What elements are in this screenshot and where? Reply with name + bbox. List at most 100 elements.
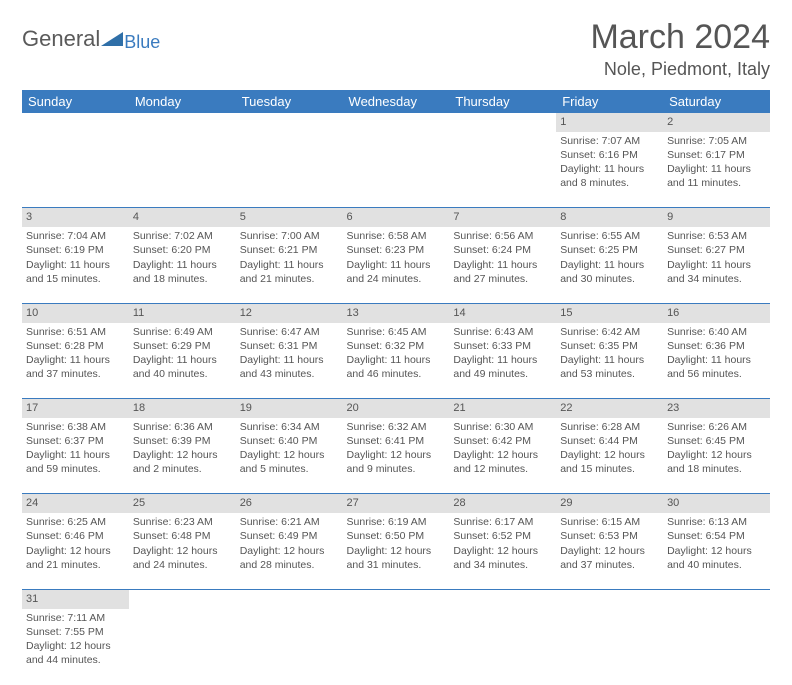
page-title: March 2024	[590, 18, 770, 57]
day-number	[236, 589, 343, 608]
daynum-row: 3456789	[22, 208, 770, 227]
header: General Blue March 2024 Nole, Piedmont, …	[22, 18, 770, 80]
day-number: 9	[663, 208, 770, 227]
sunset-text: Sunset: 6:21 PM	[240, 243, 339, 257]
sunrise-text: Sunrise: 6:56 AM	[453, 229, 552, 243]
daylight-text: Daylight: 11 hours and 37 minutes.	[26, 353, 125, 381]
daylight-text: Daylight: 11 hours and 8 minutes.	[560, 162, 659, 190]
day-cell: Sunrise: 6:40 AMSunset: 6:36 PMDaylight:…	[663, 323, 770, 399]
sunset-text: Sunset: 6:45 PM	[667, 434, 766, 448]
sunset-text: Sunset: 6:53 PM	[560, 529, 659, 543]
sunrise-text: Sunrise: 6:38 AM	[26, 420, 125, 434]
day-cell: Sunrise: 6:23 AMSunset: 6:48 PMDaylight:…	[129, 513, 236, 589]
day-cell	[236, 609, 343, 685]
content-row: Sunrise: 7:11 AMSunset: 7:55 PMDaylight:…	[22, 609, 770, 685]
daynum-row: 31	[22, 589, 770, 608]
daylight-text: Daylight: 11 hours and 40 minutes.	[133, 353, 232, 381]
sunrise-text: Sunrise: 7:05 AM	[667, 134, 766, 148]
day-cell	[22, 132, 129, 208]
daylight-text: Daylight: 11 hours and 21 minutes.	[240, 258, 339, 286]
day-number: 15	[556, 303, 663, 322]
weekday-header: Tuesday	[236, 90, 343, 113]
day-cell	[129, 609, 236, 685]
day-cell: Sunrise: 6:53 AMSunset: 6:27 PMDaylight:…	[663, 227, 770, 303]
sunrise-text: Sunrise: 6:53 AM	[667, 229, 766, 243]
day-cell: Sunrise: 6:34 AMSunset: 6:40 PMDaylight:…	[236, 418, 343, 494]
sunset-text: Sunset: 6:28 PM	[26, 339, 125, 353]
day-cell: Sunrise: 7:11 AMSunset: 7:55 PMDaylight:…	[22, 609, 129, 685]
day-number: 8	[556, 208, 663, 227]
day-number: 4	[129, 208, 236, 227]
day-cell	[343, 609, 450, 685]
day-cell: Sunrise: 6:17 AMSunset: 6:52 PMDaylight:…	[449, 513, 556, 589]
logo: General Blue	[22, 26, 160, 52]
day-number: 23	[663, 399, 770, 418]
day-cell: Sunrise: 6:49 AMSunset: 6:29 PMDaylight:…	[129, 323, 236, 399]
day-cell: Sunrise: 7:04 AMSunset: 6:19 PMDaylight:…	[22, 227, 129, 303]
day-number: 3	[22, 208, 129, 227]
day-number: 12	[236, 303, 343, 322]
sunset-text: Sunset: 6:20 PM	[133, 243, 232, 257]
day-cell: Sunrise: 7:07 AMSunset: 6:16 PMDaylight:…	[556, 132, 663, 208]
day-cell	[129, 132, 236, 208]
day-cell: Sunrise: 6:19 AMSunset: 6:50 PMDaylight:…	[343, 513, 450, 589]
daylight-text: Daylight: 11 hours and 49 minutes.	[453, 353, 552, 381]
sunset-text: Sunset: 6:16 PM	[560, 148, 659, 162]
sunrise-text: Sunrise: 7:07 AM	[560, 134, 659, 148]
day-cell: Sunrise: 7:05 AMSunset: 6:17 PMDaylight:…	[663, 132, 770, 208]
sunset-text: Sunset: 6:41 PM	[347, 434, 446, 448]
weekday-header-row: Sunday Monday Tuesday Wednesday Thursday…	[22, 90, 770, 113]
title-block: March 2024 Nole, Piedmont, Italy	[590, 18, 770, 80]
sunrise-text: Sunrise: 7:00 AM	[240, 229, 339, 243]
daylight-text: Daylight: 11 hours and 43 minutes.	[240, 353, 339, 381]
sunrise-text: Sunrise: 6:25 AM	[26, 515, 125, 529]
daylight-text: Daylight: 12 hours and 24 minutes.	[133, 544, 232, 572]
day-number: 13	[343, 303, 450, 322]
daylight-text: Daylight: 12 hours and 28 minutes.	[240, 544, 339, 572]
weekday-header: Thursday	[449, 90, 556, 113]
daylight-text: Daylight: 12 hours and 9 minutes.	[347, 448, 446, 476]
sunset-text: Sunset: 6:25 PM	[560, 243, 659, 257]
daylight-text: Daylight: 12 hours and 37 minutes.	[560, 544, 659, 572]
day-number: 19	[236, 399, 343, 418]
content-row: Sunrise: 6:38 AMSunset: 6:37 PMDaylight:…	[22, 418, 770, 494]
day-number: 16	[663, 303, 770, 322]
sunrise-text: Sunrise: 6:42 AM	[560, 325, 659, 339]
day-number: 6	[343, 208, 450, 227]
sunset-text: Sunset: 6:54 PM	[667, 529, 766, 543]
daylight-text: Daylight: 12 hours and 31 minutes.	[347, 544, 446, 572]
day-number: 5	[236, 208, 343, 227]
logo-triangle-icon	[101, 30, 123, 46]
sunrise-text: Sunrise: 6:40 AM	[667, 325, 766, 339]
daylight-text: Daylight: 12 hours and 40 minutes.	[667, 544, 766, 572]
day-number: 28	[449, 494, 556, 513]
day-number: 18	[129, 399, 236, 418]
daylight-text: Daylight: 11 hours and 27 minutes.	[453, 258, 552, 286]
day-number: 25	[129, 494, 236, 513]
logo-text-2: Blue	[124, 32, 160, 53]
sunset-text: Sunset: 6:33 PM	[453, 339, 552, 353]
daylight-text: Daylight: 12 hours and 44 minutes.	[26, 639, 125, 667]
day-cell	[449, 132, 556, 208]
weekday-header: Saturday	[663, 90, 770, 113]
day-cell: Sunrise: 6:42 AMSunset: 6:35 PMDaylight:…	[556, 323, 663, 399]
day-cell: Sunrise: 6:38 AMSunset: 6:37 PMDaylight:…	[22, 418, 129, 494]
sunrise-text: Sunrise: 6:17 AM	[453, 515, 552, 529]
sunrise-text: Sunrise: 6:51 AM	[26, 325, 125, 339]
day-number: 30	[663, 494, 770, 513]
sunrise-text: Sunrise: 6:58 AM	[347, 229, 446, 243]
sunset-text: Sunset: 6:23 PM	[347, 243, 446, 257]
day-cell: Sunrise: 6:15 AMSunset: 6:53 PMDaylight:…	[556, 513, 663, 589]
day-number: 11	[129, 303, 236, 322]
day-number	[556, 589, 663, 608]
sunset-text: Sunset: 6:17 PM	[667, 148, 766, 162]
daylight-text: Daylight: 12 hours and 21 minutes.	[26, 544, 125, 572]
sunset-text: Sunset: 6:46 PM	[26, 529, 125, 543]
day-number	[343, 113, 450, 132]
day-number: 2	[663, 113, 770, 132]
day-number: 29	[556, 494, 663, 513]
content-row: Sunrise: 6:25 AMSunset: 6:46 PMDaylight:…	[22, 513, 770, 589]
sunset-text: Sunset: 6:27 PM	[667, 243, 766, 257]
weekday-header: Sunday	[22, 90, 129, 113]
daylight-text: Daylight: 11 hours and 24 minutes.	[347, 258, 446, 286]
